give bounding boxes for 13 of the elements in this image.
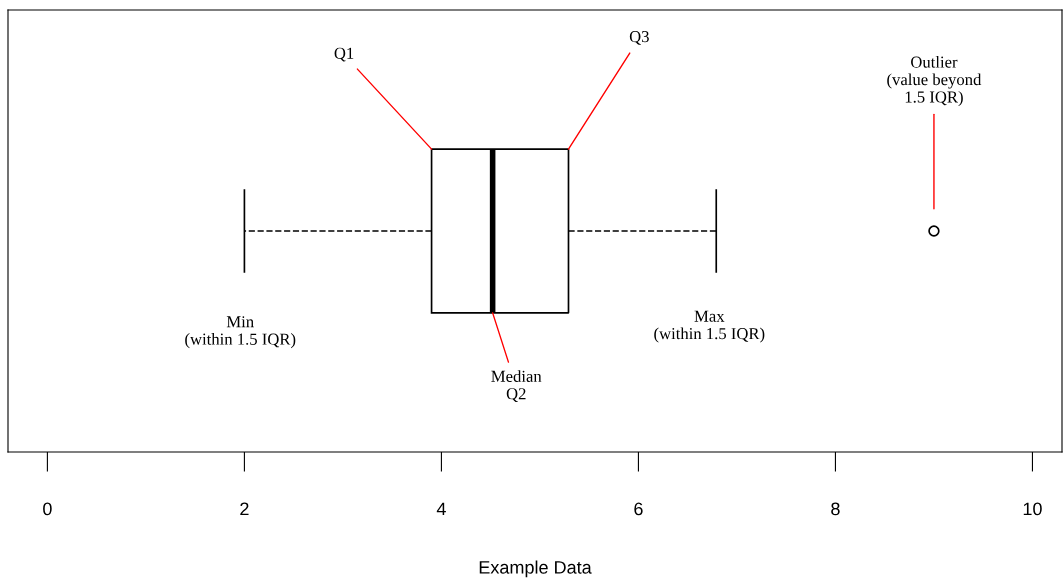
annotation: Median Q2 <box>491 370 542 402</box>
x-tick-label: 2 <box>240 502 249 516</box>
annotation: Outlier (value beyond 1.5 IQR) <box>887 55 982 107</box>
x-tick-label: 10 <box>1023 502 1042 516</box>
x-axis-title: Example Data <box>479 560 592 578</box>
annotation: Q1 <box>334 47 354 62</box>
annotation: Max (within 1.5 IQR) <box>654 310 765 343</box>
x-tick-label: 0 <box>43 502 52 516</box>
x-tick-label: 4 <box>436 502 446 516</box>
x-tick-label: 8 <box>831 502 840 516</box>
x-tick-label: 6 <box>634 502 643 516</box>
annotation: Q3 <box>629 31 649 45</box>
annotation: Min (within 1.5 IQR) <box>185 316 296 349</box>
